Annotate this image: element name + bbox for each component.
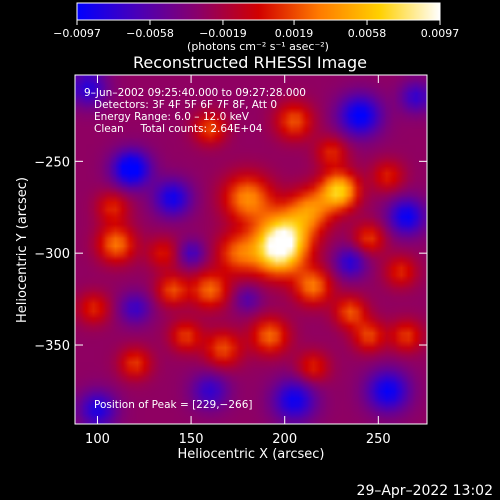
y-tick-label: −250	[34, 155, 70, 170]
annotation-clean-counts: Clean Total counts: 2.64E+04	[94, 123, 263, 135]
heatmap-image	[75, 75, 427, 424]
colorbar-units-label: (photons cm⁻² s⁻¹ asec⁻²)	[187, 40, 329, 53]
colorbar-tick-label: −0.0019	[199, 27, 247, 40]
y-tick-label: −350	[34, 339, 70, 354]
colorbar-tick-label: 0.0097	[421, 27, 460, 40]
x-tick-label: 250	[366, 432, 391, 447]
x-tick-label: 200	[272, 432, 297, 447]
colorbar-tick-label: 0.0058	[348, 27, 387, 40]
x-axis-label: Heliocentric X (arcsec)	[178, 447, 325, 462]
y-axis-ticks: −250 −300 −350	[34, 155, 427, 354]
annotation-detectors: Detectors: 3F 4F 5F 6F 7F 8F, Att 0	[94, 99, 277, 111]
colorbar-gradient	[76, 2, 441, 21]
colorbar-tick-label: 0.0019	[275, 27, 314, 40]
annotation-energy-range: Energy Range: 6.0 – 12.0 keV	[94, 111, 250, 123]
colorbar-ticks: −0.0097 −0.0058 −0.0019 0.0019 0.0058 0.0097	[53, 20, 459, 40]
x-tick-label: 150	[179, 432, 204, 447]
colorbar: −0.0097 −0.0058 −0.0019 0.0019 0.0058 0.0097 …	[53, 2, 459, 53]
footer-timestamp: 29–Apr–2022 13:02	[357, 483, 493, 499]
y-axis-label: Heliocentric Y (arcsec)	[15, 177, 30, 323]
annotation-time-range: 9–Jun–2002 09:25:40.000 to 09:27:28.000	[84, 87, 306, 99]
colorbar-tick-label: −0.0097	[53, 27, 101, 40]
plot-frame	[74, 74, 428, 425]
annotation-peak-position: Position of Peak = [229,−266]	[94, 399, 253, 411]
y-tick-label: −300	[34, 247, 70, 262]
x-tick-label: 100	[85, 432, 110, 447]
colorbar-tick-label: −0.0058	[126, 27, 174, 40]
chart-title: Reconstructed RHESSI Image	[133, 53, 367, 72]
x-axis-ticks: 100 150 200 250	[85, 75, 391, 447]
annotations: 9–Jun–2002 09:25:40.000 to 09:27:28.000 …	[84, 87, 306, 411]
plot-area: 100 150 200 250 −250 −300 −350	[34, 74, 428, 447]
